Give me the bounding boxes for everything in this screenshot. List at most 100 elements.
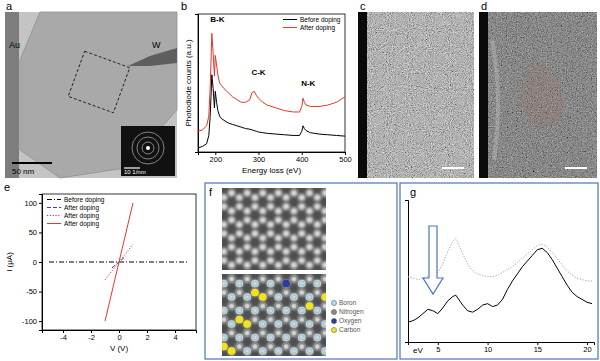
- atom-column: [290, 243, 297, 250]
- atom-marker: [291, 294, 297, 300]
- atom-column: [283, 316, 290, 323]
- y-axis-tick: 0: [33, 258, 42, 267]
- atom-marker: [283, 289, 289, 295]
- x-axis-tick-label: 200: [210, 155, 223, 164]
- atom-column: [267, 230, 274, 237]
- atom-marker: [236, 307, 242, 313]
- atom-column: [259, 216, 266, 223]
- atom-column: [322, 243, 326, 250]
- atom-marker: [222, 289, 227, 295]
- atom-marker: [283, 343, 289, 349]
- haadf-image: [222, 188, 326, 270]
- diffraction-ring: [137, 137, 159, 159]
- atom-marker: [267, 307, 273, 313]
- atom-column: [283, 248, 290, 255]
- atom-marker: [252, 343, 258, 349]
- atom-column: [314, 194, 321, 201]
- panel-letter: d: [481, 0, 487, 12]
- atom-marker: [275, 330, 281, 336]
- atom-column: [222, 230, 227, 237]
- atom-marker: [267, 289, 273, 295]
- x-axis-tick: -4: [60, 330, 67, 342]
- atom-marker: [322, 276, 326, 282]
- y-axis-tick-mark: [39, 321, 42, 322]
- atom-column: [290, 329, 297, 336]
- atom-column: [298, 194, 305, 201]
- atom-column: [283, 257, 290, 264]
- panel-letter: f: [209, 186, 213, 198]
- atom-column: [251, 221, 258, 228]
- atom-column: [283, 334, 290, 341]
- atom-column: [290, 302, 297, 309]
- scale-bar: [442, 167, 464, 169]
- x-axis-tick: 400: [296, 152, 309, 164]
- atom-column: [251, 194, 258, 201]
- atom-marker: [260, 276, 266, 282]
- x-axis-tick: 5: [436, 342, 440, 354]
- x-axis-tick-label: 5: [436, 345, 440, 354]
- atom-column: [275, 189, 282, 196]
- atom-marker: [244, 321, 250, 327]
- y-axis-tick: 100: [24, 199, 42, 208]
- atom-key-label: Carbon: [339, 326, 361, 333]
- atom-marker: [260, 330, 266, 336]
- x-axis-tick-label: 20: [583, 345, 591, 354]
- x-axis-tick: 2: [145, 330, 149, 342]
- atom-column: [322, 293, 326, 300]
- atom-column: [290, 293, 297, 300]
- atom-column: [290, 216, 297, 223]
- y-axis-tick-label: 0: [33, 258, 37, 267]
- x-axis-tick: 15: [534, 342, 542, 354]
- atom-marker: [291, 348, 297, 354]
- atom-marker: [228, 330, 234, 336]
- y-axis: [405, 201, 409, 343]
- legend-label: After doping: [300, 24, 335, 32]
- x-axis-tick-label: 300: [253, 155, 266, 164]
- y-axis: [195, 15, 199, 153]
- y-axis-tick-label: -100: [22, 317, 37, 326]
- atom-column: [259, 347, 266, 354]
- atom-column: [306, 243, 313, 250]
- atom-marker: [228, 303, 234, 309]
- atom-column: [222, 248, 227, 255]
- atom-column: [290, 207, 297, 214]
- atom-marker: [299, 316, 305, 322]
- atom-marker: [252, 280, 258, 286]
- atom-column: [236, 343, 243, 350]
- atom-marker: [267, 343, 273, 349]
- atom-column: [290, 261, 297, 268]
- atom-column: [236, 289, 243, 296]
- legend-label: After doping: [64, 220, 99, 228]
- atom-column: [236, 307, 243, 314]
- atom-column: [298, 203, 305, 210]
- atom-column: [322, 207, 326, 214]
- atom-column: [306, 293, 313, 300]
- atom-marker: [228, 294, 234, 300]
- atom-column: [298, 334, 305, 341]
- atom-column: [322, 329, 326, 336]
- atom-column: [251, 230, 258, 237]
- diffraction-ring: [142, 142, 154, 154]
- atom-column: [322, 347, 326, 354]
- atom-column: [259, 329, 266, 336]
- atom-column: [251, 203, 258, 210]
- x-axis-title: V (V): [110, 344, 129, 353]
- atom-column: [251, 343, 258, 350]
- atom-column: [267, 280, 274, 287]
- atom-marker: [228, 348, 234, 354]
- atom-column: [306, 329, 313, 336]
- atom-key-marker: [331, 327, 336, 332]
- atom-column: [244, 243, 251, 250]
- bright-region: [520, 60, 564, 127]
- atom-column: [236, 230, 243, 237]
- y-axis-tick-mark: [39, 232, 42, 233]
- atom-column: [283, 343, 290, 350]
- atom-column: [283, 307, 290, 314]
- atom-column: [244, 347, 251, 354]
- x-axis-tick: 500: [339, 152, 352, 164]
- atom-column: [244, 293, 251, 300]
- x-axis-tick-label: 400: [296, 155, 309, 164]
- atom-column: [306, 216, 313, 223]
- atom-marker: [244, 303, 250, 309]
- y-axis-title: Photodiode counts (a.u.): [184, 39, 193, 127]
